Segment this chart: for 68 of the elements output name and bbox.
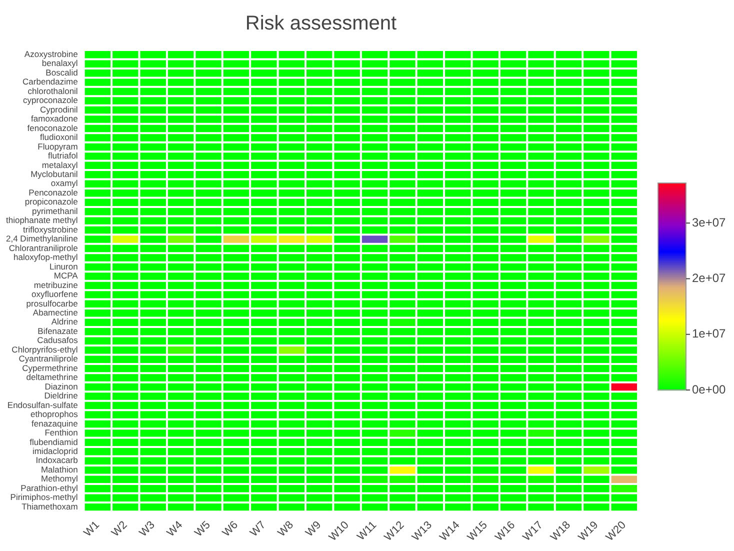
y-tick-label: Methomyl (40, 474, 78, 484)
y-tick-label: chlorothalonil (28, 86, 78, 96)
x-tick-label: W20 (604, 519, 628, 544)
y-tick-label: Boscalid (46, 67, 78, 78)
color-bar-label: 0e+00 (692, 382, 726, 396)
y-tick-label: metalaxyl (42, 160, 78, 170)
color-bar-label: 2e+07 (692, 271, 726, 286)
x-tick-label: W9 (303, 519, 324, 540)
y-tick-label: flutriafol (48, 150, 78, 161)
x-tick-label: W5 (192, 519, 213, 540)
y-tick-label: Dieldrine (44, 390, 78, 401)
x-tick-label: W8 (276, 519, 296, 540)
y-tick-label: metribuzine (34, 280, 78, 290)
y-tick-label: Azoxystrobine (24, 48, 78, 59)
y-tick-label: Endosulfan-sulfate (7, 400, 78, 410)
y-tick-label: thiophanate methyl (6, 215, 78, 226)
y-tick-label: fenazaquine (32, 418, 78, 428)
y-tick-label: cyproconazole (23, 95, 78, 106)
y-tick-label: flubendiamid (30, 436, 78, 447)
y-tick-label: fenoconazole (27, 122, 78, 133)
y-tick-label: deltamethrine (26, 372, 78, 382)
y-tick-label: Cypermethrine (22, 362, 78, 373)
y-tick-label: Carbendazime (22, 76, 78, 87)
x-tick-label: W19 (576, 519, 601, 544)
y-tick-label: benalaxyl (42, 58, 78, 68)
y-tick-label: Fluopyram (38, 141, 78, 152)
y-tick-label: Diazinon (44, 381, 78, 392)
y-tick-label: Cyantraniliprole (18, 354, 78, 364)
y-tick-label: oxyfluorfene (32, 289, 78, 300)
y-tick-label: Malathion (40, 464, 78, 474)
y-tick-label: propiconazole (24, 196, 78, 207)
y-tick-label: prosulfocarbe (26, 298, 78, 308)
y-tick-label: Chlorantraniliprole (8, 242, 78, 253)
y-tick-label: MCPA (54, 270, 78, 281)
y-tick-label: Bifenazate (38, 326, 78, 336)
y-tick-label: famoxadone (31, 114, 78, 124)
y-tick-label: Pirimiphos-methyl (10, 492, 78, 502)
y-tick-label: Aldrine (51, 316, 78, 327)
y-tick-label: Abamectine (32, 307, 78, 318)
x-tick-label: W10 (326, 519, 352, 544)
y-tick-label: Thiamethoxam (22, 501, 78, 512)
y-tick-label: trifloxystrobine (23, 224, 78, 234)
color-bar-label: 3e+07 (692, 215, 726, 230)
x-tick-label: W3 (137, 519, 158, 540)
y-tick-label: 2,4 Dimethylaniline (6, 234, 78, 244)
y-tick-label: Chlorpyrifos-ethyl (12, 344, 78, 354)
y-tick-label: pyrimethanil (32, 206, 78, 216)
y-tick-label: Indoxacarb (36, 455, 78, 466)
x-tick-label: W6 (220, 519, 240, 540)
y-tick-label: ethoprophos (30, 409, 78, 420)
y-tick-label: Fenthion (44, 428, 78, 438)
y-tick-label: Penconazole (28, 187, 78, 198)
x-tick-label: W1 (82, 519, 102, 540)
y-tick-label: oxamyl (50, 178, 78, 188)
x-tick-label: W4 (164, 519, 186, 540)
x-tick-label: W11 (355, 519, 380, 544)
x-tick-label: W7 (248, 519, 268, 540)
y-tick-label: haloxyfop-methyl (14, 252, 78, 262)
color-bar-label: 1e+07 (692, 326, 726, 341)
y-tick-label: imidacloprid (32, 446, 78, 456)
y-tick-label: fludioxonil (40, 132, 78, 142)
x-tick-label: W2 (110, 519, 130, 540)
chart-title: Risk assessment (245, 12, 398, 35)
y-tick-label: Parathion-ethyl (20, 482, 78, 493)
y-tick-label: Cyprodinil (40, 104, 78, 114)
y-tick-label: Myclobutanil (30, 168, 78, 179)
y-tick-label: Linuron (49, 261, 78, 272)
y-tick-label: Cadusafos (37, 335, 78, 346)
